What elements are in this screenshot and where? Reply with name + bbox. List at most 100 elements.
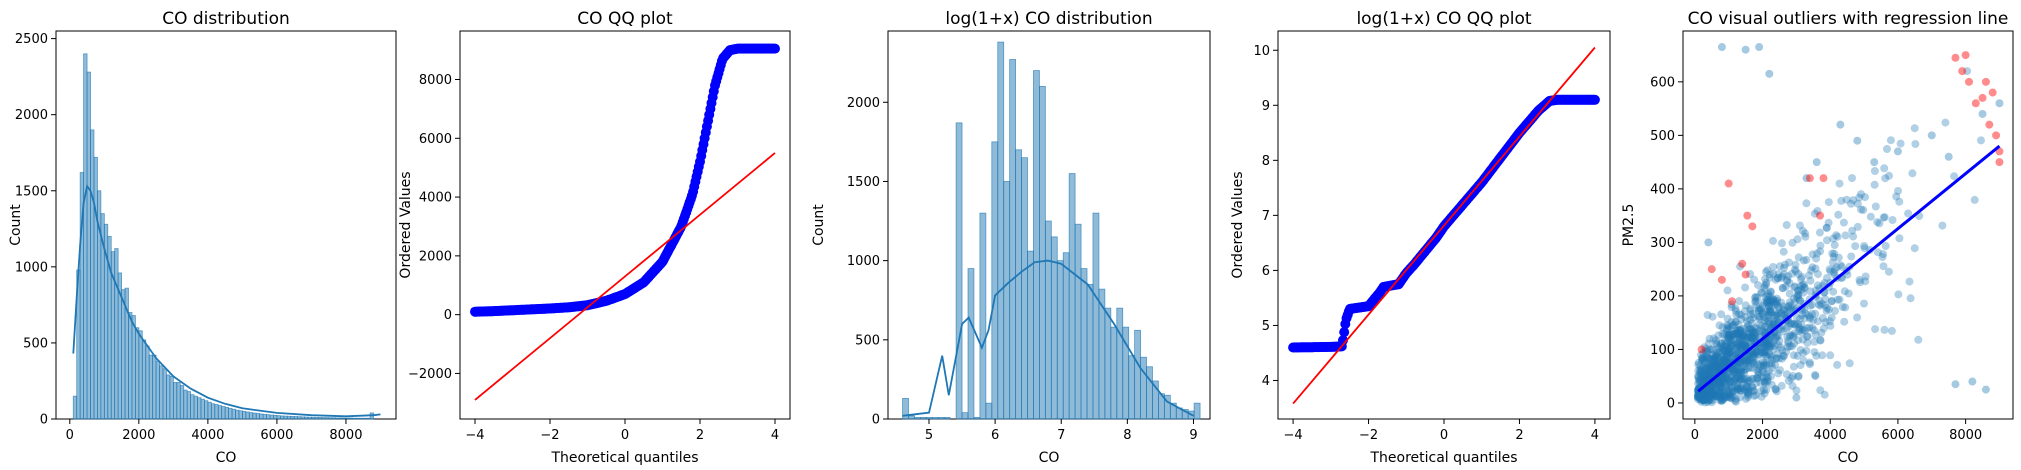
scatter-point — [1788, 238, 1797, 247]
scatter-point — [1767, 296, 1776, 305]
scatter-point — [1706, 395, 1715, 404]
scatter-point — [1735, 337, 1744, 346]
kde-curve — [72, 184, 381, 418]
scatter-point — [1732, 374, 1741, 382]
scatter-point — [1789, 320, 1798, 329]
scatter-point — [1736, 375, 1745, 384]
scatter-point — [1702, 369, 1711, 378]
scatter-point — [1757, 289, 1766, 297]
scatter-point — [1694, 390, 1703, 399]
scatter-point — [1816, 336, 1825, 345]
scatter-point — [1707, 360, 1716, 369]
scatter-point — [1750, 328, 1759, 337]
outlier-point — [1978, 93, 1987, 102]
scatter-point — [1701, 389, 1710, 398]
histogram-bar — [359, 417, 364, 420]
x-tick-label: 2000 — [122, 428, 155, 443]
scatter-point — [1742, 342, 1751, 351]
scatter-point — [1788, 342, 1796, 351]
histogram-bar — [338, 417, 343, 420]
histogram-bar — [155, 360, 160, 420]
scatter-point — [1823, 303, 1832, 312]
scatter-point — [1701, 390, 1710, 398]
scatter-point — [1742, 334, 1751, 343]
scatter-point — [1721, 341, 1730, 350]
scatter-point — [1694, 391, 1703, 400]
scatter-point — [1780, 311, 1789, 320]
scatter-point — [1719, 358, 1727, 367]
scatter-point — [1813, 281, 1822, 290]
scatter-point — [1716, 393, 1725, 402]
scatter-point — [1884, 267, 1893, 276]
histogram-bar — [1104, 307, 1112, 420]
scatter-point — [1794, 290, 1803, 299]
scatter-point — [1698, 396, 1706, 404]
scatter-point — [1709, 391, 1718, 400]
scatter-point — [1759, 343, 1768, 352]
scatter-point — [1808, 309, 1817, 318]
scatter-point — [1722, 353, 1731, 362]
scatter-point — [1705, 361, 1714, 370]
scatter-point — [1707, 388, 1716, 397]
histogram-bar — [128, 312, 133, 420]
scatter-point — [1744, 320, 1753, 329]
scatter-point — [1700, 375, 1709, 384]
scatter-point — [1766, 296, 1775, 305]
histogram-bar — [248, 412, 254, 420]
x-tick-label: −4 — [1284, 428, 1303, 443]
scatter-point — [1737, 333, 1746, 342]
scatter-point — [1772, 354, 1781, 363]
scatter-point — [1725, 325, 1733, 334]
y-tick-label: 100 — [1650, 343, 1675, 358]
scatter-point — [1708, 312, 1717, 321]
scatter-point — [1756, 362, 1765, 371]
scatter-point — [1748, 383, 1757, 392]
scatter-point — [1726, 342, 1735, 351]
scatter-point — [1809, 316, 1818, 324]
histogram-bar — [179, 385, 185, 420]
scatter-point — [1828, 249, 1837, 258]
scatter-point — [1703, 353, 1712, 362]
scatter-point — [1746, 324, 1755, 333]
scatter-point — [1734, 340, 1743, 348]
scatter-point — [1757, 305, 1766, 314]
scatter-point — [1762, 359, 1771, 368]
scatter-point — [1740, 307, 1749, 316]
scatter-point — [1733, 343, 1742, 351]
scatter-point — [1696, 350, 1705, 359]
histogram-bar — [141, 339, 147, 420]
scatter-point — [1712, 392, 1721, 401]
scatter-point — [1860, 299, 1868, 308]
scatter-point — [1736, 369, 1744, 378]
scatter-point — [1773, 274, 1782, 283]
histogram-bar — [210, 403, 216, 420]
histogram-bar — [321, 417, 326, 420]
scatter-point — [1721, 393, 1729, 402]
scatter-point — [1697, 374, 1706, 383]
scatter-point — [1754, 360, 1763, 369]
scatter-point — [1706, 384, 1715, 393]
scatter-point — [1722, 358, 1731, 366]
scatter-point — [1724, 374, 1733, 383]
y-tick-label: 2000 — [847, 96, 880, 111]
scatter-point — [1720, 346, 1729, 355]
scatter-point — [1766, 305, 1775, 314]
scatter-point — [1796, 281, 1805, 290]
scatter-point — [1795, 221, 1804, 230]
scatter-point — [1721, 342, 1730, 351]
scatter-point — [1888, 216, 1897, 224]
scatter-point — [1857, 190, 1865, 199]
scatter-point — [1855, 276, 1864, 284]
scatter-point — [1784, 339, 1793, 348]
scatter-point — [1814, 270, 1822, 279]
scatter-point — [1792, 386, 1801, 395]
scatter-point — [1728, 384, 1737, 393]
scatter-point — [1763, 376, 1772, 385]
scatter-point — [1705, 334, 1714, 343]
scatter-point — [1719, 376, 1728, 385]
scatter-point — [1696, 390, 1705, 398]
scatter-point — [1834, 253, 1843, 262]
scatter-point — [1775, 337, 1784, 345]
scatter-point — [1696, 375, 1705, 384]
scatter-point — [1700, 375, 1709, 384]
